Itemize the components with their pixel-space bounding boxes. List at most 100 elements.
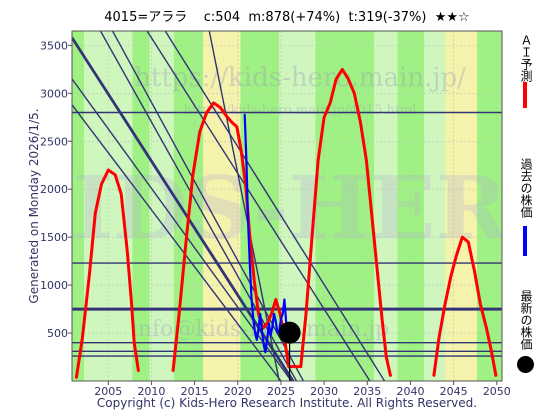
series-0-point-8 [126, 250, 129, 253]
watermark-layer: https://kids-hero.main.jp/ https://kids-… [0, 63, 560, 342]
series-0-point-13 [178, 313, 180, 315]
series-1-point-8 [257, 327, 260, 330]
series-0-point-10 [133, 341, 135, 344]
series-0-point-60 [479, 303, 482, 306]
series-0-point-41 [335, 78, 338, 80]
legend-latest-price-label: 最新の株価 [519, 290, 533, 350]
trend-line-2 [111, 31, 305, 381]
series-1-point-3 [249, 265, 251, 267]
series-0-point-18 [212, 102, 215, 104]
band-12 [445, 31, 477, 381]
series-0-point-1 [81, 337, 84, 339]
series-0-point-0 [75, 377, 78, 379]
trend-line-4 [72, 36, 295, 381]
x-tick-label-2005: 2005 [94, 385, 122, 398]
series-0-point-51 [389, 375, 392, 378]
series-0-point-11 [137, 370, 140, 373]
series-0-point-57 [461, 236, 464, 238]
series-1-point-4 [250, 298, 253, 301]
series-0-point-6 [114, 174, 116, 176]
series-0-point-61 [485, 327, 488, 330]
series-0-point-3 [94, 212, 97, 214]
x-tick-label-2015: 2015 [181, 385, 209, 398]
series-1-point-7 [255, 338, 258, 341]
title-max: m:878(+74%) [248, 10, 341, 25]
series-0-point-45 [359, 121, 362, 123]
series-0-point-30 [270, 313, 273, 315]
series-0-point-16 [198, 130, 201, 133]
series-1-point-16 [271, 326, 274, 329]
series-0-point-43 [347, 78, 350, 80]
series-1-point-10 [261, 330, 263, 332]
series-0-point-38 [317, 159, 319, 162]
plot-frame [71, 30, 503, 382]
band-3 [149, 31, 174, 381]
series-0-point-49 [381, 317, 383, 320]
series-0-point-48 [375, 265, 378, 267]
series-0-point-7 [120, 193, 123, 195]
series-1-point-1 [245, 159, 248, 162]
series-0-point-52 [432, 375, 435, 378]
series-0-point-5 [107, 169, 110, 171]
series-0-point-19 [219, 106, 222, 109]
series-1-point-0 [243, 113, 246, 116]
series-0-point-58 [467, 241, 470, 243]
legend-ai-forecast-swatch [523, 82, 527, 108]
title-current: c:504 [203, 10, 241, 25]
series-1-point-12 [264, 351, 267, 354]
band-0 [72, 31, 85, 381]
series-0-point-42 [341, 68, 344, 71]
x-tick-label-2025: 2025 [267, 385, 295, 398]
series-0-point-14 [185, 241, 187, 243]
legend-ai-forecast-label: ＡＩ予測 [519, 34, 533, 82]
series-0-point-63 [495, 375, 497, 378]
legend-latest-price-dot [517, 356, 534, 373]
series-0-point-35 [300, 365, 302, 368]
copyright-text: Copyright (c) Kids-Hero Research Institu… [96, 396, 478, 410]
series-ai-forecast-wave-1 [171, 67, 393, 377]
series-0-point-17 [205, 111, 208, 114]
series-0-point-9 [130, 303, 133, 306]
trend-line-0 [164, 31, 386, 381]
y-tick-label-1500: 1500 [40, 231, 68, 244]
series-0-point-55 [450, 274, 452, 277]
x-tick-label-2030: 2030 [310, 385, 338, 398]
series-ai-forecast-wave-2 [432, 235, 498, 377]
series-0-point-20 [226, 116, 229, 119]
trend-line-6 [72, 104, 282, 381]
series-1-point-17 [273, 313, 275, 315]
band-8 [315, 31, 375, 381]
series-0-point-4 [100, 183, 103, 186]
series-1-point-9 [259, 313, 262, 315]
series-1-point-24 [285, 320, 287, 323]
x-tick-label-2050: 2050 [483, 385, 511, 398]
watermark-logo: KIDS-HERO [0, 158, 560, 259]
watermark-url-top: https://kids-hero.main.jp/ [134, 63, 466, 93]
band-1 [84, 31, 133, 381]
band-13 [476, 31, 502, 381]
x-tick-label-2010: 2010 [137, 385, 165, 398]
legend-past-price-label: 過去の株価 [519, 158, 533, 218]
series-layer [74, 67, 498, 379]
series-1-point-14 [268, 322, 270, 325]
series-0-point-56 [455, 255, 458, 258]
series-0-point-2 [88, 274, 91, 277]
series-0-point-54 [444, 303, 446, 306]
x-tick-label-2020: 2020 [224, 385, 252, 398]
series-0-point-36 [305, 313, 307, 315]
series-1-point-13 [266, 339, 268, 342]
series-0-point-39 [323, 116, 325, 119]
y-tick-label-2000: 2000 [40, 183, 68, 196]
series-0-point-59 [473, 269, 476, 272]
series-0-point-12 [172, 370, 174, 373]
x-tick-label-2045: 2045 [440, 385, 468, 398]
series-0-point-32 [279, 313, 281, 315]
series-0-point-15 [192, 174, 194, 176]
series-1-point-6 [254, 332, 256, 334]
series-1-point-2 [247, 221, 249, 224]
series-1-point-15 [269, 334, 272, 336]
x-tick-label-2035: 2035 [353, 385, 381, 398]
trend-line-3 [99, 31, 298, 381]
